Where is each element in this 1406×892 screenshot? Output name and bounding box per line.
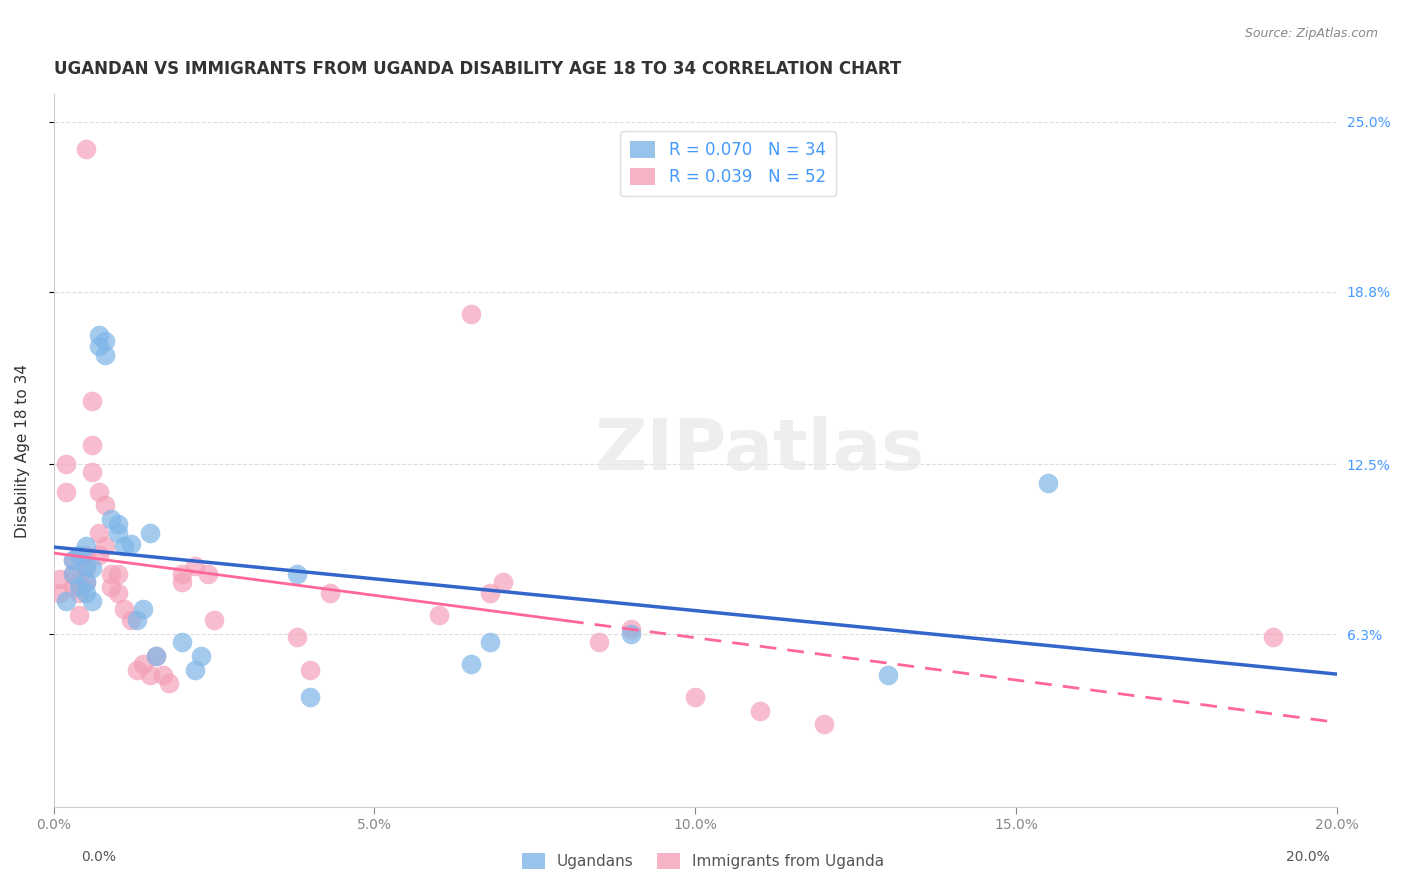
Point [75,558,97,573]
Point [82,594,104,608]
Point [479,586,502,600]
Point [813,717,835,731]
Text: UGANDAN VS IMMIGRANTS FROM UGANDA DISABILITY AGE 18 TO 34 CORRELATION CHART: UGANDAN VS IMMIGRANTS FROM UGANDA DISABI… [53,60,901,78]
Point [190,648,212,663]
Point [427,607,450,622]
Point [62,566,84,581]
Point [318,586,340,600]
Point [100,581,122,595]
Point [157,676,180,690]
Point [62,553,84,567]
Point [145,648,167,663]
Point [82,438,104,452]
Point [67,574,90,589]
Point [62,566,84,581]
Point [107,566,129,581]
Point [479,635,502,649]
Point [748,704,770,718]
Point [87,525,110,540]
Point [1038,476,1060,491]
Point [67,586,90,600]
Point [62,581,84,595]
Point [94,334,117,348]
Point [299,690,322,704]
Point [170,566,193,581]
Point [145,648,167,663]
Point [170,574,193,589]
Point [125,613,148,627]
Point [75,548,97,562]
Point [49,572,72,586]
Point [170,635,193,649]
Point [75,540,97,554]
Point [492,574,515,589]
Point [125,663,148,677]
Point [87,548,110,562]
Point [620,627,643,641]
Point [197,566,219,581]
Point [87,484,110,499]
Point [1261,630,1284,644]
Point [55,457,77,471]
Point [620,622,643,636]
Point [107,586,129,600]
Point [94,348,117,362]
Point [132,657,155,672]
Text: 20.0%: 20.0% [1285,850,1330,863]
Point [82,561,104,575]
Point [139,668,162,682]
Point [49,586,72,600]
Point [152,668,174,682]
Point [107,517,129,532]
Point [67,607,90,622]
Legend: R = 0.070   N = 34, R = 0.039   N = 52: R = 0.070 N = 34, R = 0.039 N = 52 [620,131,835,196]
Point [100,512,122,526]
Point [184,558,207,573]
Point [202,613,225,627]
Point [75,142,97,156]
Point [287,566,309,581]
Point [588,635,610,649]
Point [112,602,135,616]
Point [877,668,900,682]
Point [685,690,707,704]
Point [139,525,162,540]
Point [62,553,84,567]
Y-axis label: Disability Age 18 to 34: Disability Age 18 to 34 [15,364,30,538]
Text: Source: ZipAtlas.com: Source: ZipAtlas.com [1244,27,1378,40]
Text: 0.0%: 0.0% [82,850,115,863]
Point [107,525,129,540]
Point [87,339,110,353]
Point [132,602,155,616]
Point [55,594,77,608]
Point [55,484,77,499]
Point [82,466,104,480]
Point [67,581,90,595]
Legend: Ugandans, Immigrants from Uganda: Ugandans, Immigrants from Uganda [516,847,890,875]
Point [120,613,142,627]
Point [75,574,97,589]
Point [82,394,104,409]
Point [94,498,117,512]
Point [75,561,97,575]
Point [100,566,122,581]
Point [75,574,97,589]
Point [287,630,309,644]
Point [184,663,207,677]
Point [94,540,117,554]
Point [460,307,482,321]
Point [87,328,110,343]
Text: ZIPatlas: ZIPatlas [595,416,925,485]
Point [460,657,482,672]
Point [112,540,135,554]
Point [299,663,322,677]
Point [67,548,90,562]
Point [120,536,142,550]
Point [75,586,97,600]
